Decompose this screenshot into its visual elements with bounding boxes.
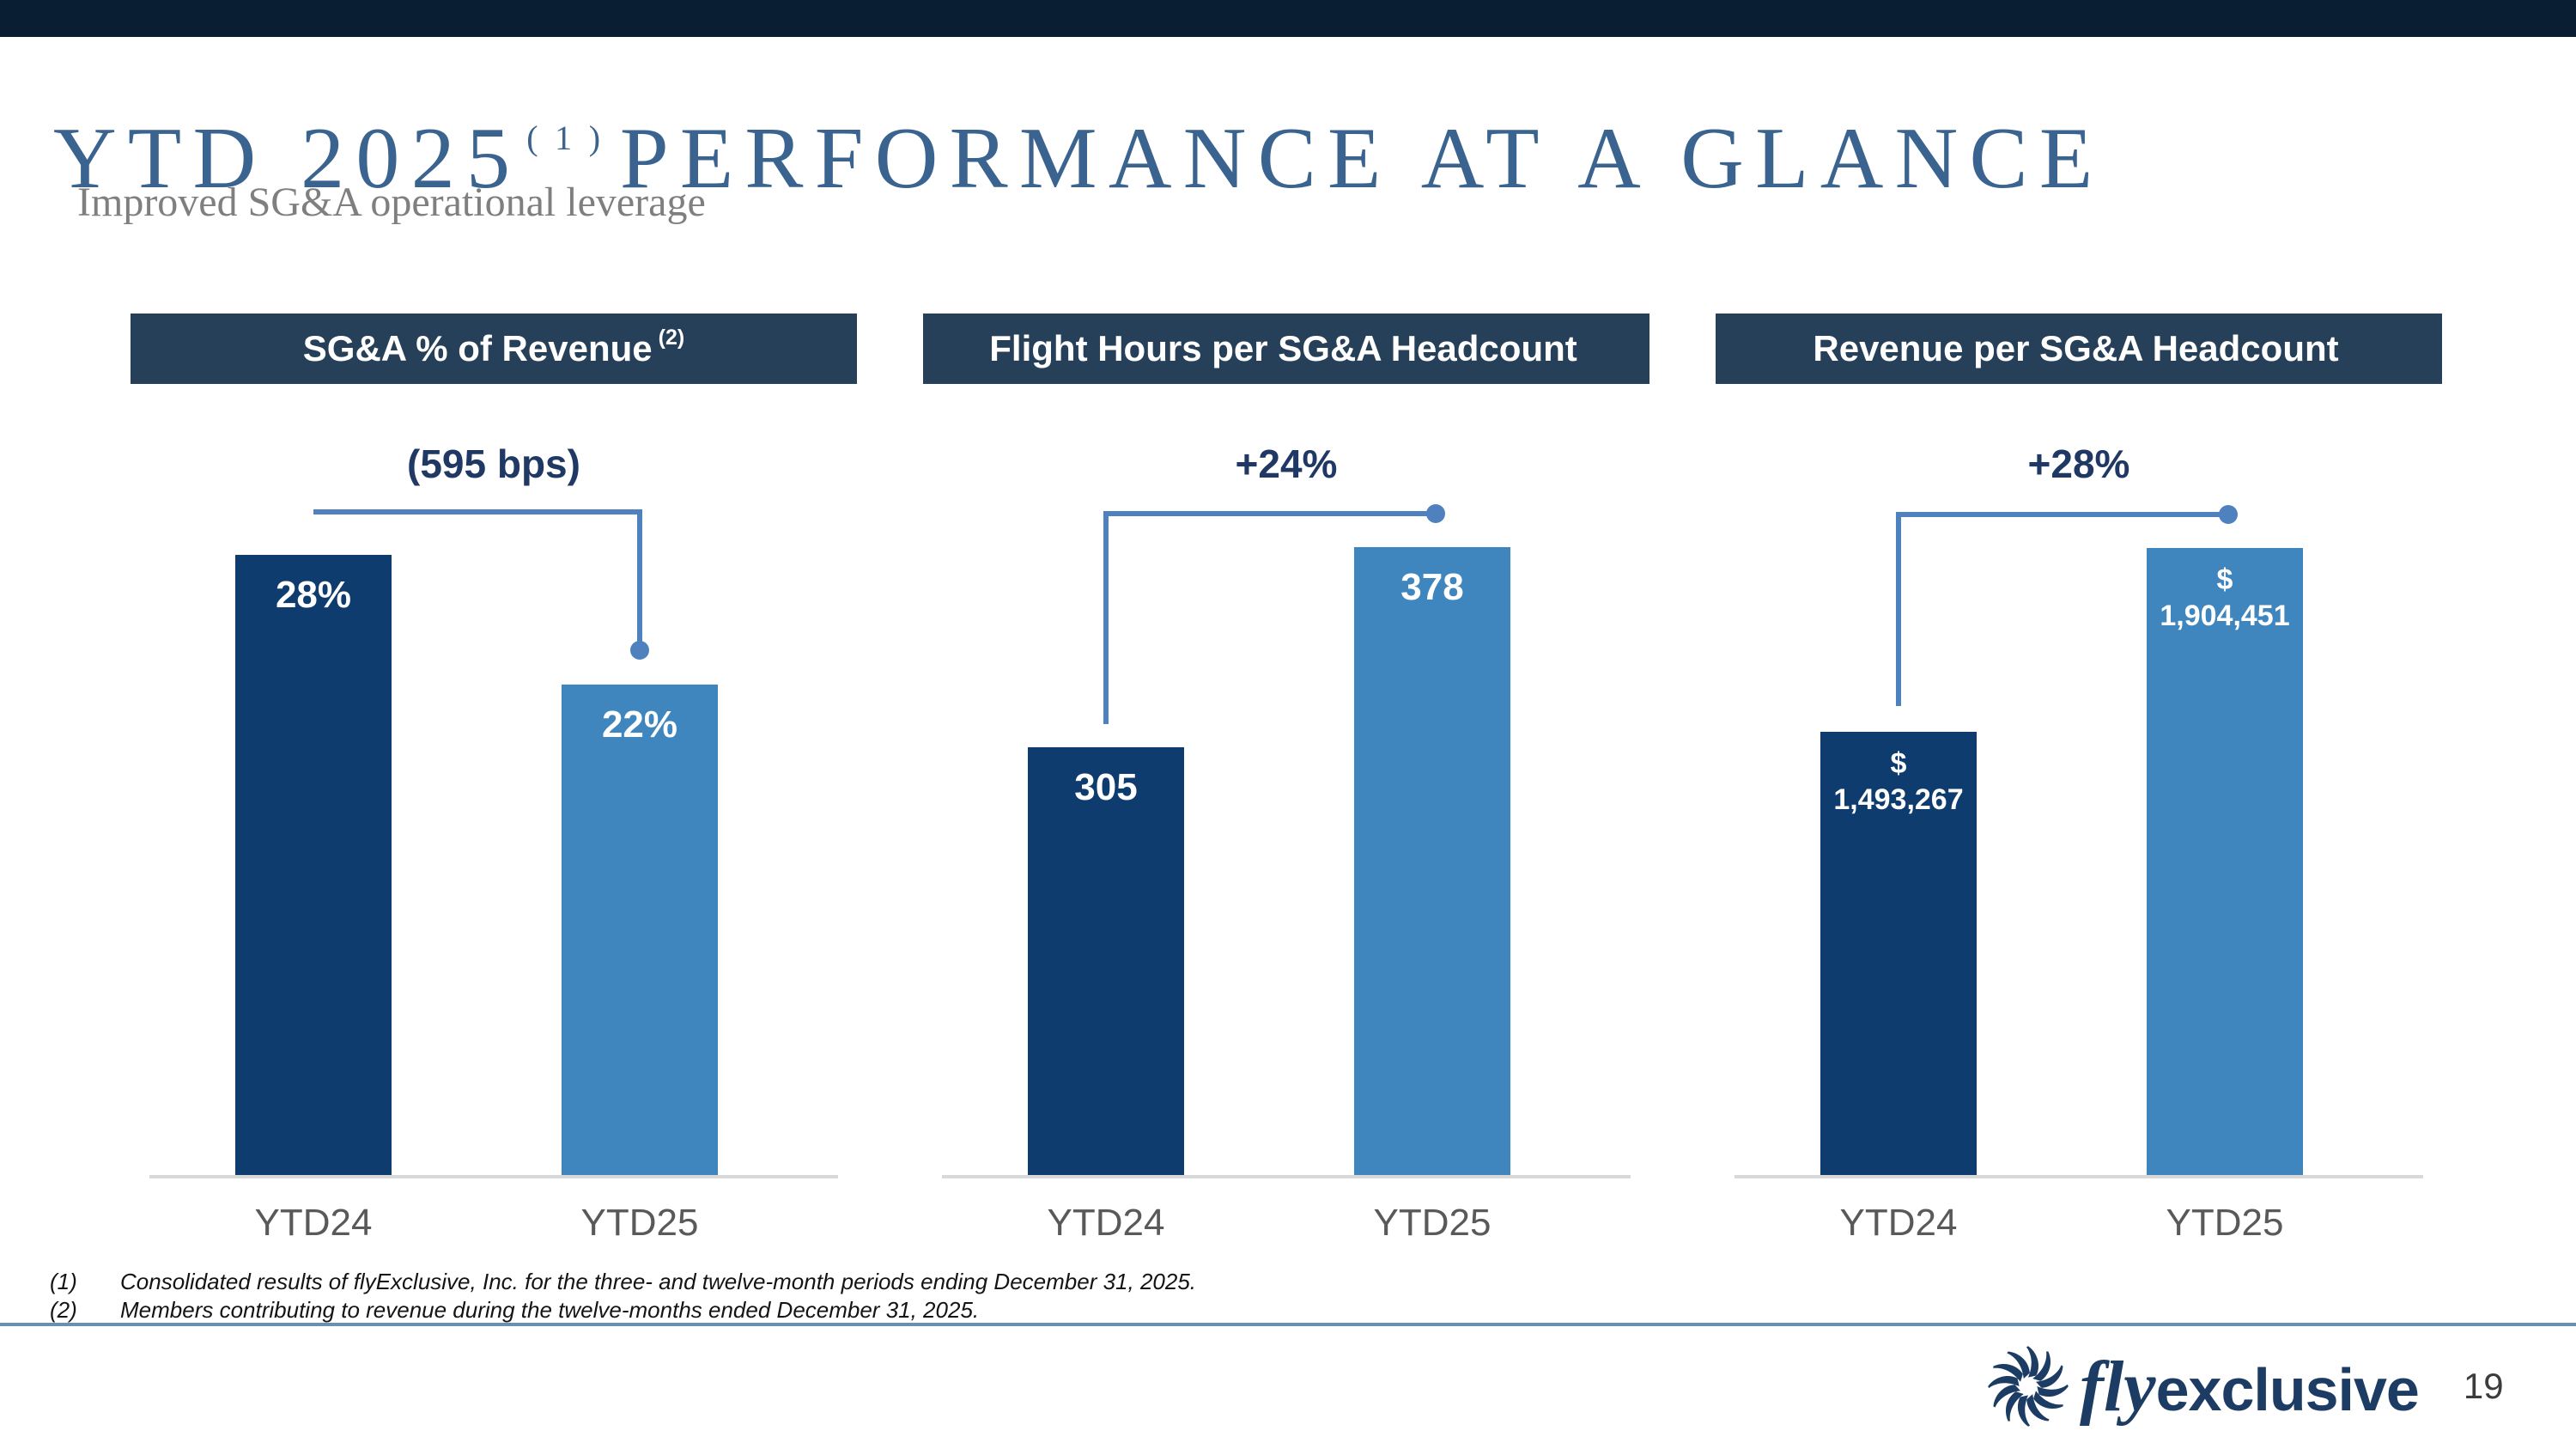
connector-line-horizontal [313, 509, 642, 514]
connector-endpoint-dot [2219, 505, 2238, 524]
bar-ytd24: 305 [1028, 747, 1184, 1177]
footnote-number: (2) [50, 1297, 77, 1323]
chart-title-footnote-ref: (2) [658, 325, 685, 350]
bar-value-label: $ 1,493,267 [1833, 747, 1964, 816]
chart-panel-flight-hours-per-headcount: Flight Hours per SG&A Headcount +24% 305… [923, 314, 1649, 1297]
axis-baseline [942, 1175, 1631, 1178]
axis-label-ytd24: YTD24 [1839, 1202, 1958, 1244]
connector-line-vertical [637, 509, 642, 647]
page-number: 19 [2463, 1366, 2504, 1406]
connector-line-vertical [1896, 512, 1901, 706]
footer: {"note":"pinwheel"} flyexclusive 19 [1984, 1336, 2504, 1436]
chart-header: Flight Hours per SG&A Headcount [923, 314, 1649, 384]
chart-panel-sga-percent-of-revenue: SG&A % of Revenue (2) (595 bps) 28% 22% Y… [131, 314, 857, 1297]
footer-divider-line [0, 1323, 2576, 1326]
axis-label-ytd24: YTD24 [1047, 1202, 1165, 1244]
axis-label-ytd25: YTD25 [2166, 1202, 2284, 1244]
footnote-1: (1) Consolidated results of flyExclusive… [50, 1268, 1196, 1296]
footnotes: (1) Consolidated results of flyExclusive… [50, 1268, 1196, 1324]
change-annotation: +28% [2027, 441, 2130, 486]
slide-title-footnote-ref: ( 1 ) [526, 119, 605, 158]
bar-value-label: 378 [1400, 566, 1464, 608]
top-accent-bar [0, 0, 2576, 37]
chart-header: Revenue per SG&A Headcount [1716, 314, 2442, 384]
flyexclusive-swirl-logo-icon: {"note":"pinwheel"} [1988, 1346, 2069, 1427]
connector-line-vertical [1103, 511, 1109, 724]
bar-ytd24: 28% [235, 555, 392, 1177]
chart-title: Revenue per SG&A Headcount [1813, 328, 2339, 368]
axis-baseline [1735, 1175, 2423, 1178]
axis-label-ytd25: YTD25 [1373, 1202, 1492, 1244]
logo-fly-text: fly [2080, 1346, 2156, 1427]
connector-line-horizontal [1103, 511, 1436, 516]
footnote-2: (2) Members contributing to revenue duri… [50, 1296, 1196, 1324]
footnote-text: Consolidated results of flyExclusive, In… [120, 1269, 1197, 1294]
bar-value-label: 22% [601, 703, 678, 746]
footnote-text: Members contributing to revenue during t… [120, 1297, 980, 1323]
axis-label-ytd25: YTD25 [580, 1202, 699, 1244]
slide-title-main: YTD 2025 [53, 110, 522, 208]
bar-ytd25: 22% [562, 685, 718, 1177]
axis-baseline [149, 1175, 838, 1178]
connector-endpoint-dot [630, 641, 649, 660]
bar-value-label: $ 1,904,451 [2160, 563, 2290, 632]
chart-panel-revenue-per-headcount: Revenue per SG&A Headcount +28% $ 1,493,… [1716, 314, 2442, 1297]
chart-header: SG&A % of Revenue (2) [131, 314, 857, 384]
bar-value-label: 28% [275, 574, 352, 616]
connector-line-horizontal [1896, 512, 2228, 517]
logo-exclusive-text: exclusive [2155, 1355, 2420, 1423]
bar-ytd25: $ 1,904,451 [2147, 548, 2303, 1177]
slide-title-rest: PERFORMANCE AT A GLANCE [619, 110, 2105, 208]
bar-ytd24: $ 1,493,267 [1820, 732, 1977, 1177]
axis-label-ytd24: YTD24 [254, 1202, 373, 1244]
change-annotation: (595 bps) [407, 441, 580, 486]
connector-endpoint-dot [1426, 504, 1445, 523]
chart-title: SG&A % of Revenue [302, 328, 653, 368]
bar-value-label: 305 [1074, 766, 1138, 808]
flyexclusive-wordmark: flyexclusive [2080, 1345, 2420, 1428]
slide-title: YTD 2025( 1 ) PERFORMANCE AT A GLANCE [53, 108, 2104, 209]
chart-title: Flight Hours per SG&A Headcount [989, 328, 1577, 368]
slide-subtitle: Improved SG&A operational leverage [77, 180, 706, 225]
change-annotation: +24% [1235, 441, 1338, 486]
bar-ytd25: 378 [1354, 547, 1510, 1177]
footnote-number: (1) [50, 1269, 77, 1294]
